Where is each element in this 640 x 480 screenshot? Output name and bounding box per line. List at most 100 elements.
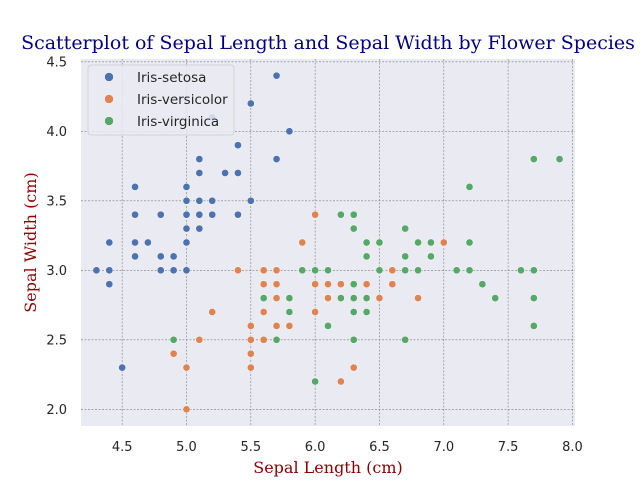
legend-label: Iris-versicolor: [137, 92, 228, 108]
data-point: [259, 335, 268, 344]
data-point: [221, 169, 229, 177]
y-tick-label: 2.5: [46, 333, 67, 348]
data-point: [427, 238, 435, 247]
data-point: [169, 335, 178, 344]
legend-label: Iris-virginica: [137, 114, 219, 130]
data-point: [272, 71, 281, 80]
x-tick-label: 5.0: [176, 440, 197, 455]
data-point: [272, 335, 281, 344]
data-point: [529, 155, 538, 163]
data-point: [324, 294, 332, 302]
data-point: [131, 252, 139, 261]
legend-marker: [104, 72, 114, 82]
data-point: [118, 363, 127, 372]
data-point: [131, 238, 139, 247]
data-point: [195, 210, 204, 219]
series-iris-versicolor: [169, 210, 448, 414]
data-point: [349, 224, 358, 233]
x-tick-label: 6.5: [369, 440, 390, 455]
data-point: [491, 294, 500, 302]
x-tick-label: 4.5: [112, 440, 133, 455]
data-points: [92, 71, 564, 414]
data-point: [234, 169, 242, 177]
data-point: [169, 349, 178, 358]
data-point: [285, 308, 294, 316]
x-tick-label: 5.5: [240, 440, 261, 455]
x-axis-label: Sepal Length (cm): [253, 458, 403, 477]
x-tick-label: 6.0: [305, 440, 326, 455]
data-point: [246, 99, 255, 108]
data-point: [517, 266, 525, 275]
data-point: [182, 183, 191, 191]
data-point: [105, 266, 114, 275]
data-point: [131, 210, 139, 219]
data-point: [337, 280, 345, 289]
data-point: [105, 280, 114, 289]
data-point: [234, 210, 242, 219]
data-point: [311, 377, 319, 386]
data-point: [169, 252, 178, 261]
data-point: [401, 266, 410, 275]
data-point: [285, 294, 294, 302]
data-point: [349, 363, 358, 372]
data-point: [362, 252, 371, 261]
data-point: [529, 322, 538, 330]
data-point: [259, 308, 268, 316]
data-point: [555, 155, 564, 163]
data-point: [362, 308, 371, 316]
data-point: [208, 308, 217, 316]
data-point: [401, 252, 410, 261]
legend: Iris-setosa Iris-versicolor Iris-virginica: [87, 64, 235, 136]
data-point: [452, 266, 461, 275]
data-point: [401, 335, 410, 344]
data-point: [156, 252, 165, 261]
data-point: [182, 196, 191, 205]
data-point: [375, 294, 384, 302]
y-tick-label: 3.0: [46, 264, 67, 279]
data-point: [259, 294, 268, 302]
data-point: [427, 252, 435, 261]
data-point: [375, 266, 384, 275]
data-point: [92, 266, 101, 275]
data-point: [414, 266, 422, 275]
data-point: [169, 266, 178, 275]
data-point: [362, 280, 371, 289]
data-point: [246, 349, 255, 358]
data-point: [259, 266, 268, 275]
y-axis-label: Sepal Width (cm): [21, 172, 40, 312]
x-tick-label: 7.0: [433, 440, 454, 455]
data-point: [246, 363, 255, 372]
legend-marker: [104, 116, 114, 126]
y-tick-label: 3.5: [46, 194, 67, 209]
data-point: [272, 322, 281, 330]
data-point: [272, 155, 281, 163]
legend-label: Iris-setosa: [137, 70, 206, 86]
data-point: [246, 335, 255, 344]
data-point: [414, 238, 422, 247]
legend-box: [87, 64, 235, 136]
data-point: [414, 294, 422, 302]
data-point: [272, 266, 281, 275]
data-point: [375, 238, 384, 247]
data-point: [401, 224, 410, 233]
data-point: [144, 238, 152, 247]
x-axis-ticks: 4.5 5.0 5.5 6.0 6.5 7.0 7.5 8.0: [112, 440, 583, 455]
data-point: [246, 196, 255, 205]
legend-marker: [104, 94, 114, 104]
data-point: [337, 294, 345, 302]
data-point: [259, 280, 268, 289]
data-point: [272, 294, 281, 302]
data-point: [182, 405, 191, 414]
data-point: [311, 280, 319, 289]
data-point: [182, 224, 191, 233]
series-iris-virginica: [169, 155, 564, 386]
data-point: [285, 322, 294, 330]
x-tick-label: 7.5: [498, 440, 519, 455]
y-tick-label: 4.5: [46, 55, 67, 70]
data-point: [234, 141, 242, 150]
data-point: [234, 266, 242, 275]
data-point: [349, 294, 358, 302]
data-point: [208, 196, 217, 205]
data-point: [182, 238, 191, 247]
